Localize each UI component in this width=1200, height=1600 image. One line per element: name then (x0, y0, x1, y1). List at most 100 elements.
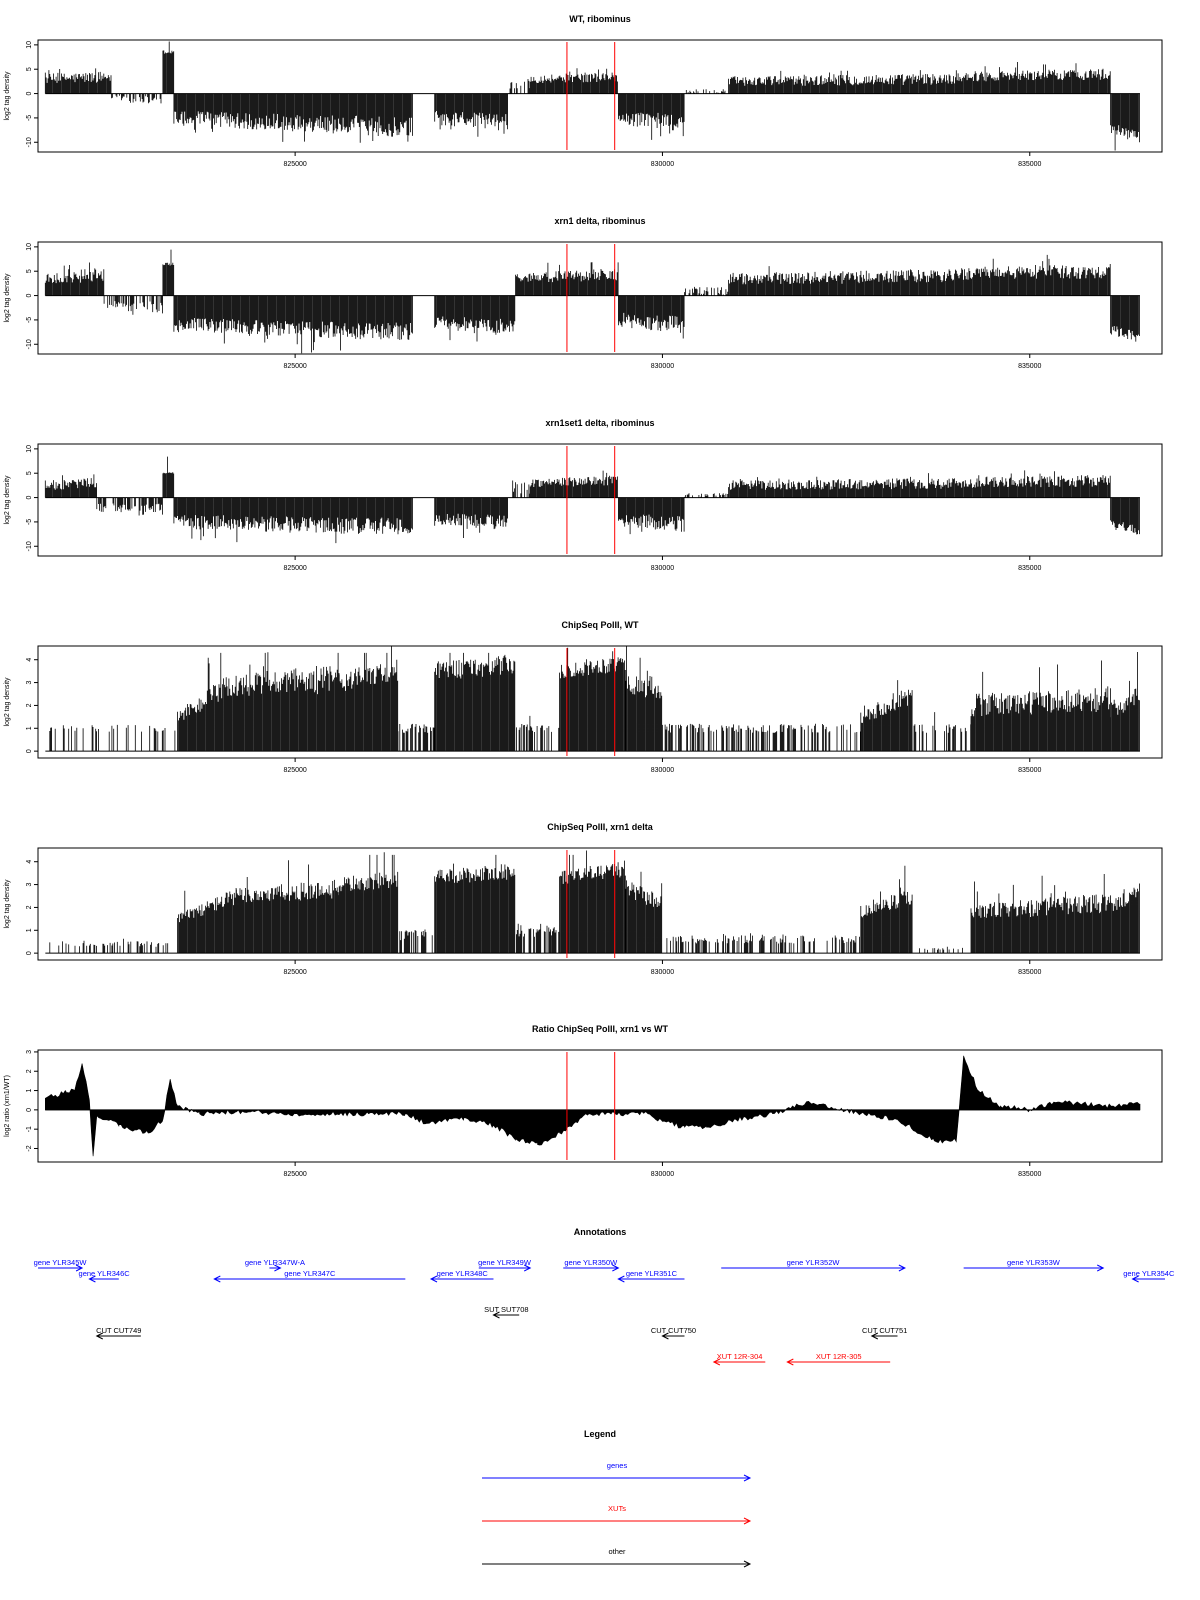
arrowhead (898, 1264, 906, 1272)
feature-label: gene YLR352W (787, 1258, 841, 1267)
x-tick-label: 825000 (283, 363, 306, 370)
feature-label: CUT CUT751 (862, 1326, 907, 1335)
legend-label: genes (607, 1461, 628, 1470)
arrowhead (523, 1264, 532, 1272)
plot-frame (37, 1049, 1163, 1163)
y-axis-label: log2 tag density (4, 677, 11, 727)
feature-label: CUT CUT749 (96, 1326, 141, 1335)
legend: Legend genes XUTs other (482, 1429, 752, 1568)
x-tick-label: 835000 (1018, 565, 1041, 572)
y-tick-label: 10 (26, 445, 33, 453)
feature-gene: gene YLR347W-A (245, 1258, 305, 1272)
feature-other: CUT CUT751 (862, 1326, 907, 1340)
y-tick-label: -1 (26, 1126, 33, 1132)
y-tick-label: 4 (26, 658, 33, 662)
y-tick-label: 2 (26, 703, 33, 707)
legend-item-gene: genes (482, 1461, 752, 1482)
x-tick-label: 835000 (1018, 363, 1041, 370)
x-tick-label: 825000 (283, 565, 306, 572)
ratio-area (45, 1055, 1141, 1157)
track-panel-1: WT, ribominus log2 tag density 10 5 0 -5 -10 82… (4, 14, 1163, 168)
arrowhead (492, 1311, 500, 1319)
legend-label: other (608, 1547, 626, 1556)
y-tick-label: -10 (26, 541, 33, 551)
feature-gene: gene YLR351C (617, 1269, 685, 1283)
arrowhead (88, 1275, 96, 1283)
y-tick-label: 0 (26, 1108, 33, 1112)
feature-gene: gene YLR345W (34, 1258, 88, 1272)
x-tick-label: 830000 (651, 161, 674, 168)
y-tick-label: 5 (26, 67, 33, 71)
legend-item-xut: XUTs (482, 1504, 752, 1525)
panel-title: xrn1set1 delta, ribominus (545, 418, 654, 428)
y-axis-label: log2 tag density (4, 879, 11, 929)
legend-item-other: other (482, 1547, 752, 1568)
feature-other: CUT CUT749 (95, 1326, 141, 1340)
feature-label: gene YLR350W (564, 1258, 618, 1267)
y-tick-label: 3 (26, 883, 33, 887)
feature-label: XUT 12R-304 (717, 1352, 763, 1361)
feature-gene: gene YLR352W (721, 1258, 906, 1272)
feature-label: gene YLR346C (79, 1269, 131, 1278)
y-tick-label: 2 (26, 1069, 33, 1073)
y-tick-label: 0 (26, 496, 33, 500)
y-axis-label: log2 ratio (xrn1/WT) (4, 1075, 11, 1137)
y-tick-label: 0 (26, 951, 33, 955)
track-panel-4: ChipSeq PolII, WT log2 tag density 4 3 2 1 0 82… (4, 620, 1163, 774)
arrowhead (661, 1332, 669, 1340)
arrowhead (743, 1474, 752, 1482)
y-tick-label: 0 (26, 749, 33, 753)
feature-label: gene YLR348C (437, 1269, 489, 1278)
y-tick-label: 1 (26, 1089, 33, 1093)
y-tick-label: -10 (26, 137, 33, 147)
track-panel-5: ChipSeq PolII, xrn1 delta log2 tag densit… (4, 822, 1163, 976)
track-panel-6: Ratio ChipSeq PolII, xrn1 vs WT log2 rati… (4, 1024, 1163, 1178)
track-panel-2: xrn1 delta, ribominus log2 tag density 10 5… (4, 216, 1163, 370)
y-tick-label: -10 (26, 339, 33, 349)
feature-label: gene YLR349W (478, 1258, 532, 1267)
feature-gene: gene YLR353W (963, 1258, 1105, 1272)
y-tick-label: 1 (26, 726, 33, 730)
y-axis-label: log2 tag density (4, 475, 11, 525)
y-tick-label: 10 (26, 243, 33, 251)
y-tick-label: 3 (26, 681, 33, 685)
signal-bars (44, 456, 1140, 544)
y-tick-label: 10 (26, 41, 33, 49)
x-tick-label: 830000 (651, 767, 674, 774)
arrowhead (712, 1358, 721, 1366)
arrowhead (1131, 1275, 1139, 1283)
arrowhead (1097, 1264, 1105, 1272)
feature-other: CUT CUT750 (651, 1326, 696, 1340)
arrowhead (75, 1264, 84, 1272)
y-tick-label: 2 (26, 905, 33, 909)
panel-title: ChipSeq PolII, WT (562, 620, 639, 630)
x-tick-label: 835000 (1018, 767, 1041, 774)
feature-label: gene YLR353W (1007, 1258, 1061, 1267)
legend-title: Legend (584, 1429, 616, 1439)
y-axis-label: log2 tag density (4, 71, 11, 121)
arrowhead (612, 1264, 620, 1272)
plot-frame (37, 39, 1163, 153)
arrowhead (870, 1332, 879, 1340)
x-tick-label: 830000 (651, 1171, 674, 1178)
y-tick-label: 5 (26, 471, 33, 475)
y-tick-label: 1 (26, 928, 33, 932)
y-tick-label: 4 (26, 860, 33, 864)
y-tick-label: -5 (26, 519, 33, 525)
y-tick-label: 0 (26, 294, 33, 298)
arrowhead (274, 1264, 282, 1272)
arrowhead (213, 1275, 221, 1283)
y-tick-label: -5 (26, 115, 33, 121)
feature-gene: gene YLR354C (1123, 1269, 1175, 1283)
x-tick-label: 830000 (651, 363, 674, 370)
feature-xut: XUT 12R-305 (786, 1352, 891, 1366)
feature-gene: gene YLR348C (429, 1269, 494, 1283)
feature-gene: gene YLR350W (563, 1258, 620, 1272)
feature-other: SUT SUT708 (484, 1305, 529, 1319)
signal-bars (49, 646, 1140, 752)
plot-frame (37, 645, 1163, 759)
feature-label: gene YLR351C (626, 1269, 678, 1278)
feature-label: gene YLR345W (34, 1258, 88, 1267)
y-tick-label: 3 (26, 1050, 33, 1054)
